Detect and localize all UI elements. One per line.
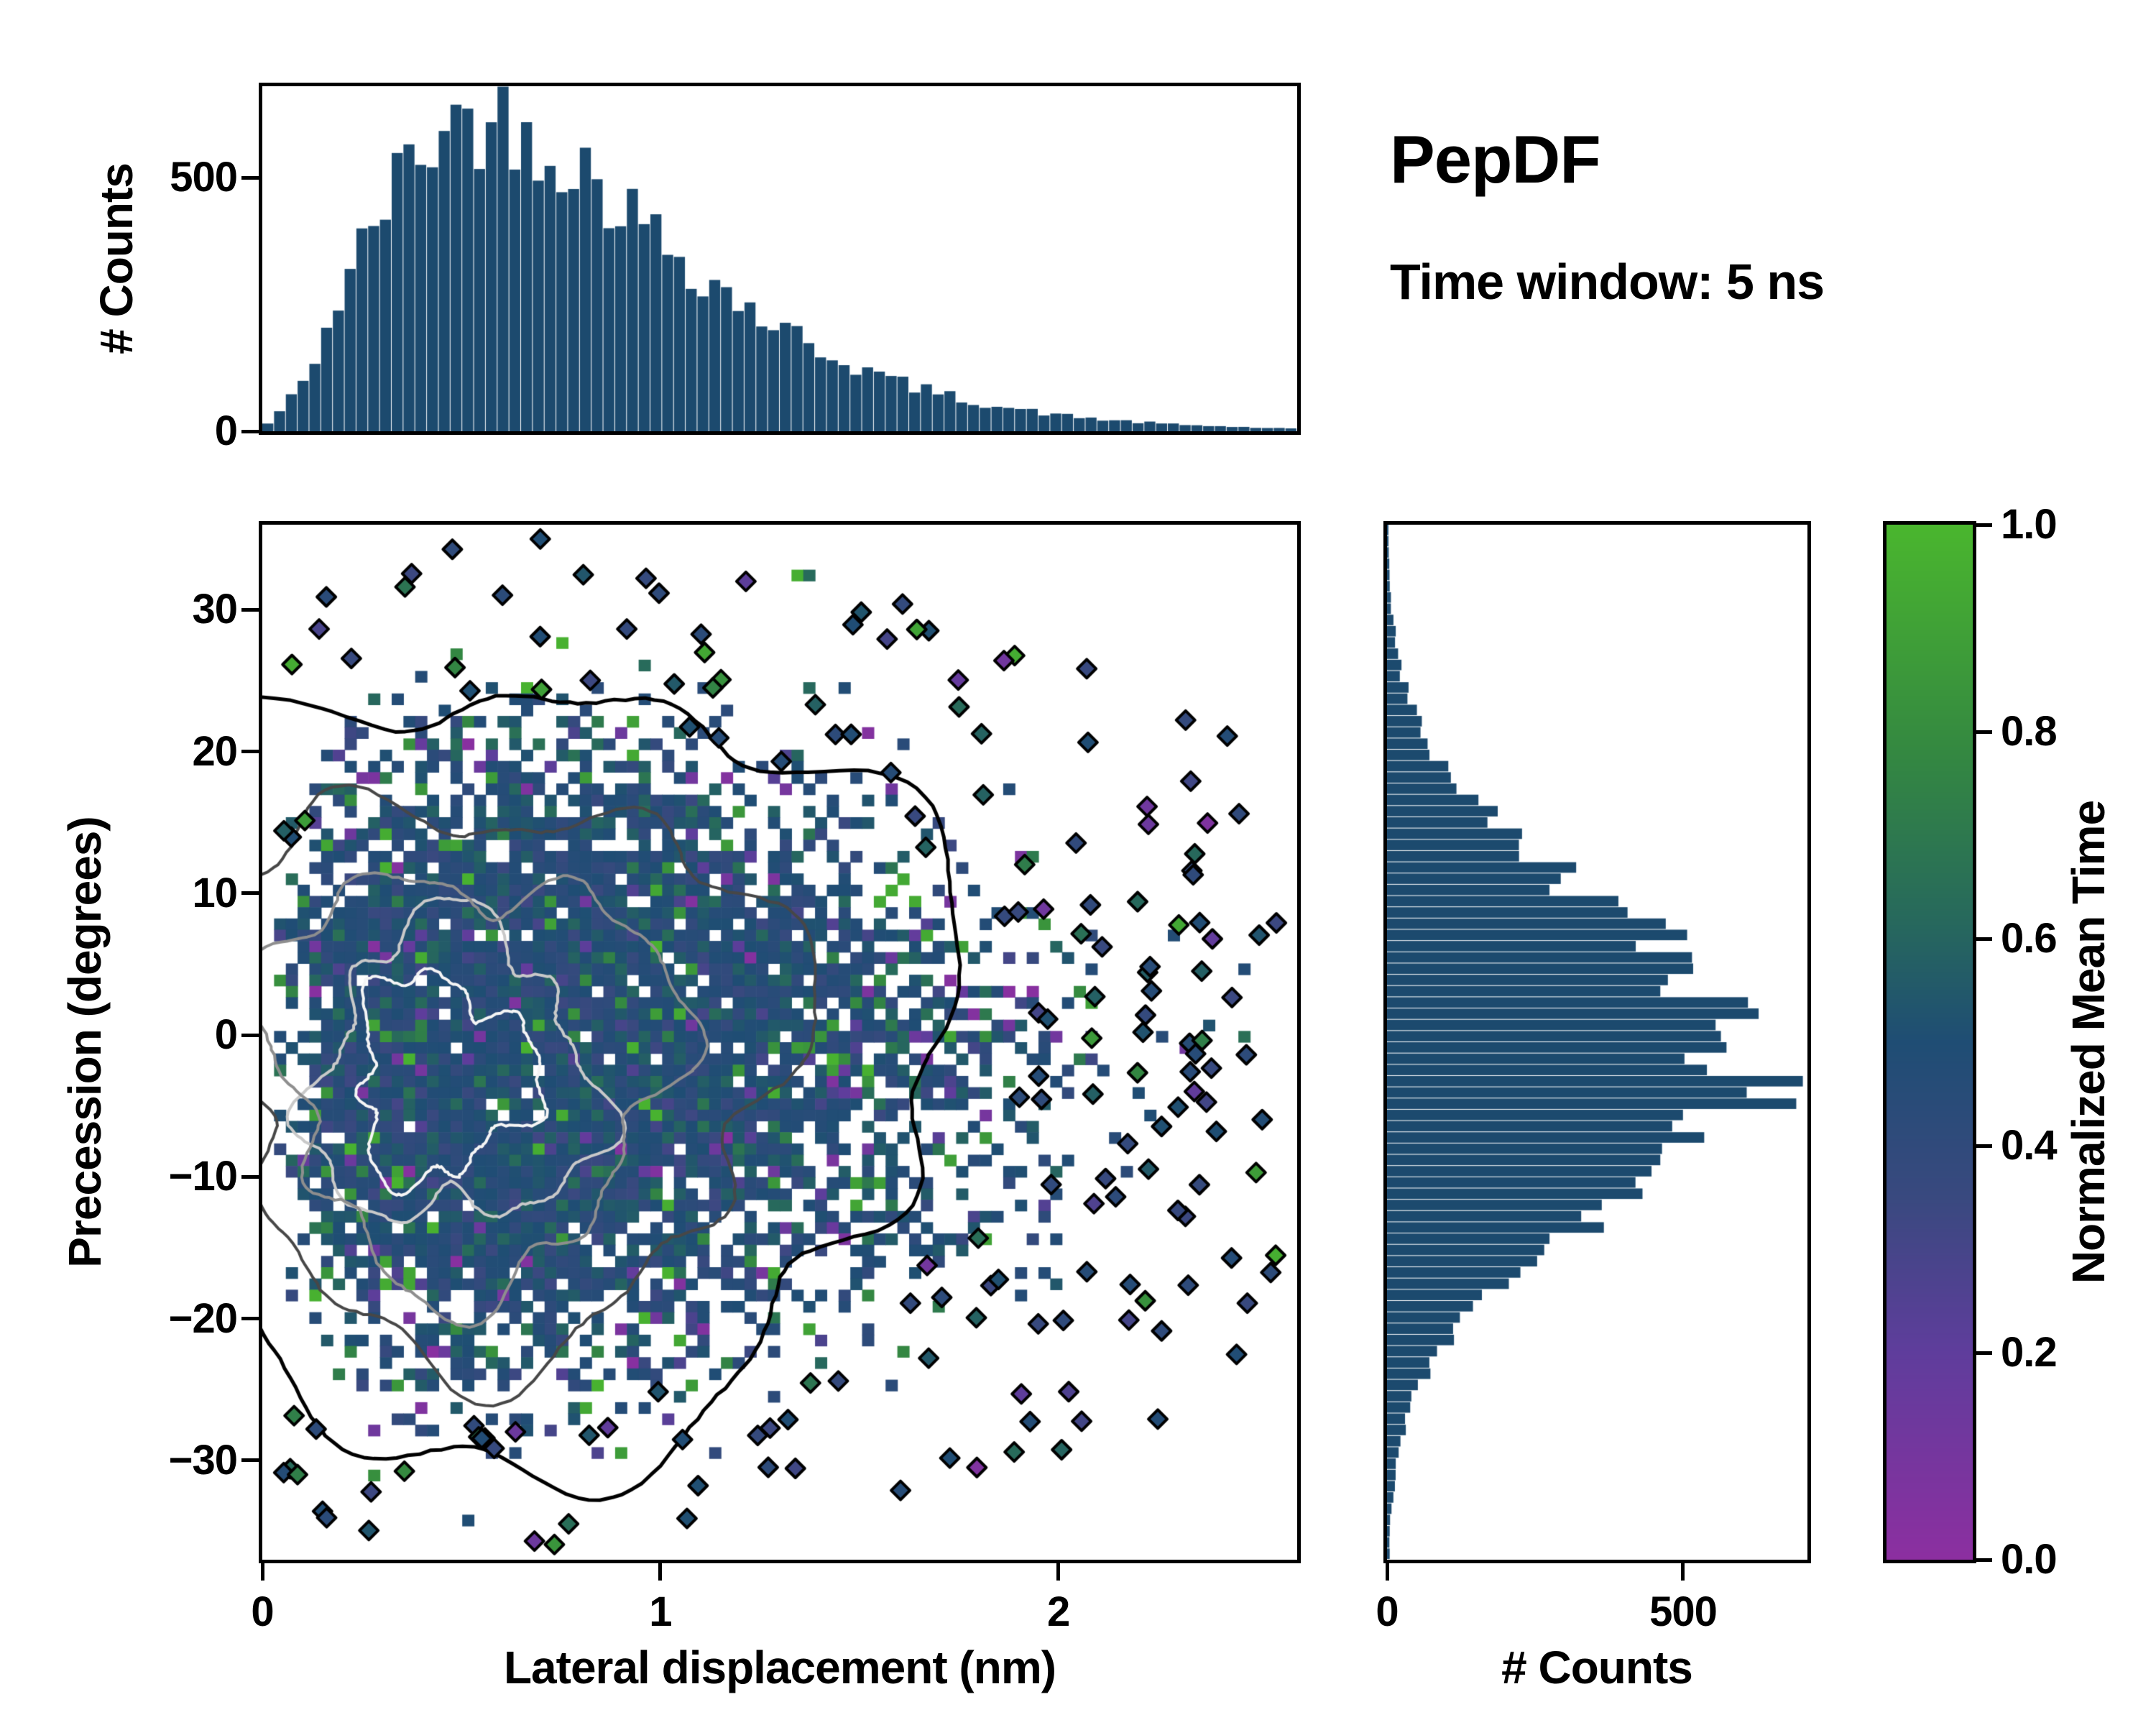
colorbar-label: Normalized Mean Time (2063, 800, 2114, 1284)
y-tick-mark (241, 750, 259, 754)
colorbar-tick-label: 0.2 (2001, 1329, 2058, 1376)
y-tick-mark (241, 1033, 259, 1037)
right-histogram-panel (1383, 521, 1811, 1563)
y-tick-mark (241, 891, 259, 896)
right-hist-tick-label: 0 (1376, 1588, 1399, 1635)
x-tick-mark (260, 1563, 264, 1581)
main-xlabel: Lateral displacement (nm) (503, 1642, 1056, 1693)
colorbar-tick-mark (1976, 1558, 1992, 1562)
colorbar-tick-mark (1976, 523, 1992, 527)
right-histogram-xlabel: # Counts (1501, 1642, 1693, 1693)
colorbar-tick-label: 0.6 (2001, 915, 2058, 962)
colorbar-tick-label: 0.4 (2001, 1122, 2058, 1169)
y-tick-label: 10 (192, 869, 238, 916)
colorbar-tick-mark (1976, 937, 1992, 941)
y-tick-mark (241, 1458, 259, 1463)
x-tick-label: 1 (649, 1588, 672, 1635)
main-heatmap-canvas (262, 525, 1297, 1560)
colorbar-tick-label: 0.0 (2001, 1536, 2058, 1583)
colorbar-panel (1883, 521, 1976, 1563)
top-hist-tick-mark (241, 429, 259, 433)
main-heatmap-panel (259, 521, 1301, 1563)
y-tick-label: −10 (168, 1153, 238, 1200)
main-ylabel: Precession (degrees) (59, 816, 111, 1268)
y-tick-mark (241, 1174, 259, 1179)
colorbar-tick-label: 0.8 (2001, 708, 2058, 755)
top-histogram-canvas (262, 86, 1297, 431)
colorbar-tick-mark (1976, 730, 1992, 734)
chart-title: PepDF (1390, 121, 1601, 197)
x-tick-mark (1056, 1563, 1061, 1581)
top-hist-tick-label: 0 (214, 408, 238, 454)
y-tick-mark (241, 607, 259, 612)
y-tick-label: 20 (192, 727, 238, 775)
right-hist-tick-mark (1385, 1563, 1389, 1581)
y-tick-label: −20 (168, 1294, 238, 1342)
y-tick-label: 30 (192, 586, 238, 633)
top-histogram-panel (259, 83, 1301, 435)
top-hist-tick-label: 500 (170, 154, 238, 201)
x-tick-mark (658, 1563, 663, 1581)
y-tick-label: −30 (168, 1436, 238, 1484)
colorbar-tick-mark (1976, 1144, 1992, 1148)
x-tick-label: 2 (1047, 1588, 1070, 1635)
colorbar-tick-mark (1976, 1351, 1992, 1355)
right-histogram-canvas (1387, 525, 1807, 1560)
colorbar-tick-label: 1.0 (2001, 501, 2058, 548)
y-tick-label: 0 (214, 1011, 238, 1059)
top-hist-tick-mark (241, 175, 259, 180)
x-tick-label: 0 (251, 1588, 274, 1635)
right-hist-tick-mark (1681, 1563, 1685, 1581)
chart-subtitle: Time window: 5 ns (1390, 254, 1825, 310)
colorbar-canvas (1886, 525, 1973, 1560)
y-tick-mark (241, 1317, 259, 1321)
right-hist-tick-label: 500 (1649, 1588, 1718, 1635)
